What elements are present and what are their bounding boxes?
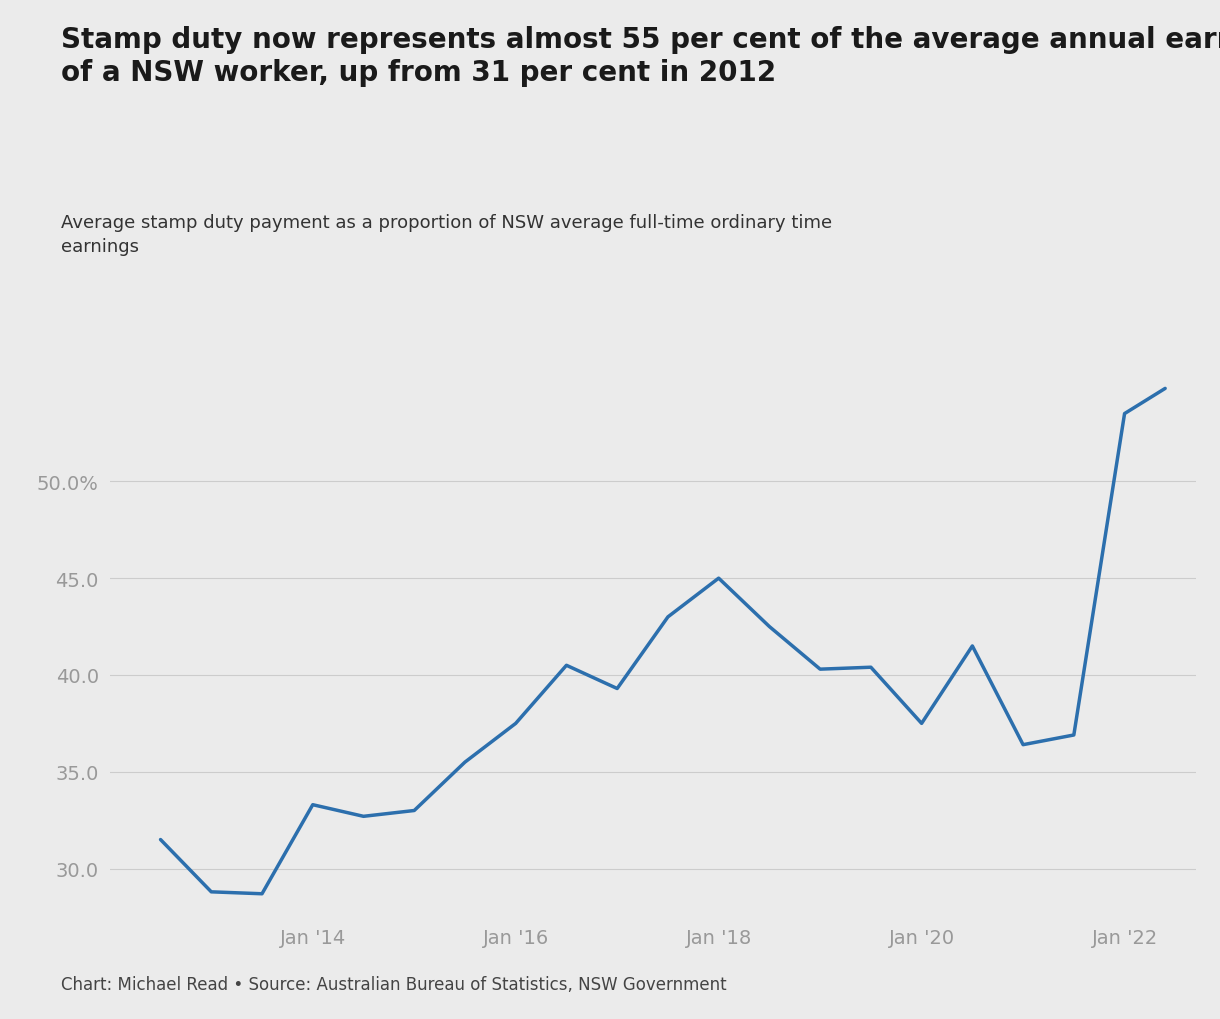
Text: Stamp duty now represents almost 55 per cent of the average annual earnings
of a: Stamp duty now represents almost 55 per … (61, 25, 1220, 87)
Text: Average stamp duty payment as a proportion of NSW average full-time ordinary tim: Average stamp duty payment as a proporti… (61, 214, 832, 256)
Text: Chart: Michael Read • Source: Australian Bureau of Statistics, NSW Government: Chart: Michael Read • Source: Australian… (61, 975, 727, 994)
